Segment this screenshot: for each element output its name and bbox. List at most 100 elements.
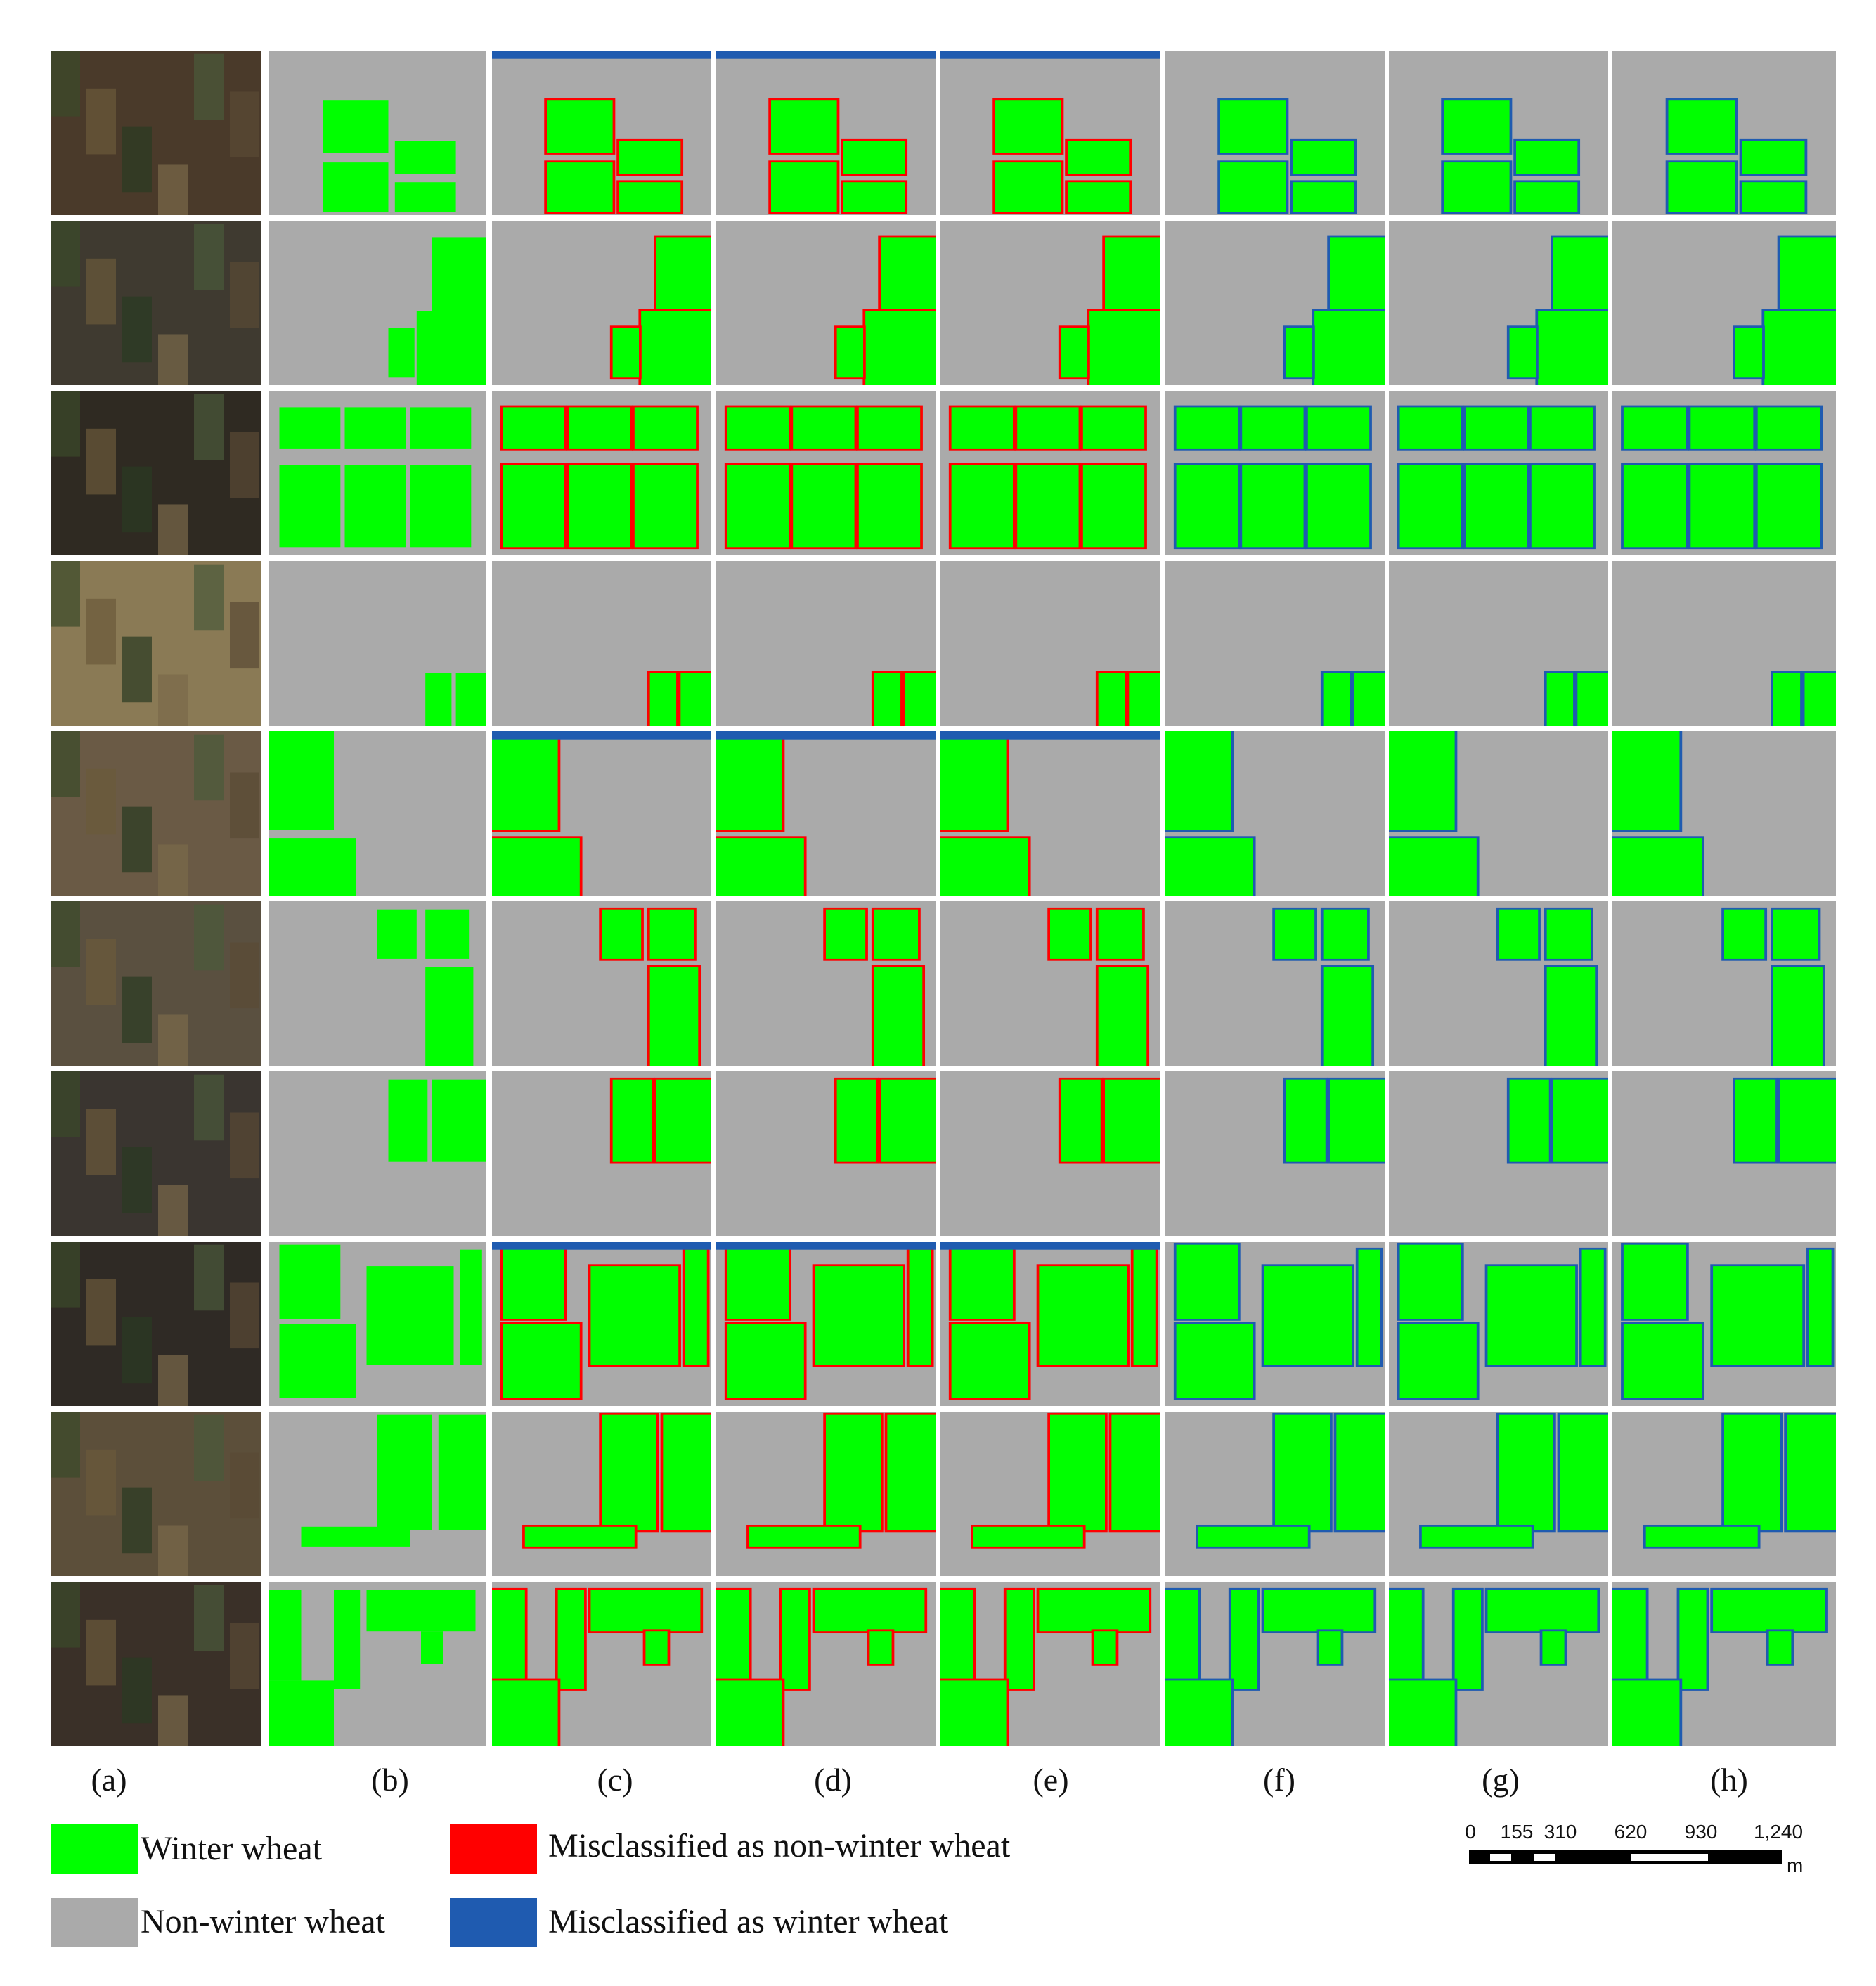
classification-map-panel bbox=[1165, 1242, 1385, 1406]
legend-label-winter-wheat: Winter wheat bbox=[141, 1830, 322, 1867]
classification-map-panel bbox=[1612, 391, 1836, 555]
classification-map-panel bbox=[269, 731, 486, 896]
column-label-e: (e) bbox=[1033, 1762, 1069, 1798]
classification-map-panel bbox=[1165, 901, 1385, 1066]
classification-map-panel bbox=[1389, 1412, 1608, 1576]
classification-map-panel bbox=[269, 1582, 486, 1746]
legend-label-non-winter-wheat: Non-winter wheat bbox=[141, 1903, 385, 1940]
classification-map-panel bbox=[716, 391, 936, 555]
classification-map-panel bbox=[1612, 1071, 1836, 1236]
scale-tick-1240: 1,240 bbox=[1753, 1821, 1804, 1843]
classification-map-panel bbox=[1612, 561, 1836, 726]
legend-label-misclassified-winter: Misclassified as winter wheat bbox=[548, 1903, 949, 1940]
classification-map-panel bbox=[1612, 51, 1836, 215]
classification-map-panel bbox=[716, 1582, 936, 1746]
classification-map-panel bbox=[1389, 1071, 1608, 1236]
classification-map-panel bbox=[269, 1412, 486, 1576]
scale-tick-0: 0 bbox=[1465, 1821, 1476, 1843]
legend-swatch-non-winter-wheat bbox=[51, 1898, 138, 1947]
classification-map-panel bbox=[1389, 221, 1608, 385]
legend-swatch-misclassified-winter bbox=[450, 1898, 537, 1947]
figure-grid bbox=[51, 51, 1836, 1752]
satellite-image-panel bbox=[51, 1242, 261, 1406]
classification-map-panel bbox=[1612, 1242, 1836, 1406]
classification-map-panel bbox=[1165, 1412, 1385, 1576]
classification-map-panel bbox=[940, 561, 1160, 726]
classification-map-panel bbox=[1165, 561, 1385, 726]
classification-map-panel bbox=[269, 51, 486, 215]
classification-map-panel bbox=[940, 1412, 1160, 1576]
column-label-g: (g) bbox=[1482, 1762, 1520, 1798]
classification-map-panel bbox=[940, 1071, 1160, 1236]
satellite-image-panel bbox=[51, 731, 261, 896]
classification-map-panel bbox=[1389, 391, 1608, 555]
legend-swatch-winter-wheat bbox=[51, 1824, 138, 1874]
classification-map-panel bbox=[1165, 731, 1385, 896]
classification-map-panel bbox=[1612, 1412, 1836, 1576]
satellite-image-panel bbox=[51, 221, 261, 385]
column-label-f: (f) bbox=[1263, 1762, 1295, 1798]
column-label-d: (d) bbox=[814, 1762, 852, 1798]
classification-map-panel bbox=[269, 561, 486, 726]
scale-tick-620: 620 bbox=[1614, 1821, 1648, 1843]
classification-map-panel bbox=[1612, 1582, 1836, 1746]
scale-bar: 0 155 310 620 930 1,240 m bbox=[1462, 1821, 1856, 1891]
satellite-image-panel bbox=[51, 901, 261, 1066]
classification-map-panel bbox=[492, 1071, 711, 1236]
classification-map-panel bbox=[940, 901, 1160, 1066]
classification-map-panel bbox=[492, 221, 711, 385]
classification-map-panel bbox=[716, 1412, 936, 1576]
classification-map-panel bbox=[1165, 221, 1385, 385]
classification-map-panel bbox=[716, 901, 936, 1066]
satellite-image-panel bbox=[51, 1071, 261, 1236]
classification-map-panel bbox=[269, 1071, 486, 1236]
scale-tick-310: 310 bbox=[1544, 1821, 1577, 1843]
classification-map-panel bbox=[492, 391, 711, 555]
classification-map-panel bbox=[940, 1582, 1160, 1746]
classification-map-panel bbox=[492, 561, 711, 726]
classification-map-panel bbox=[1612, 221, 1836, 385]
classification-map-panel bbox=[716, 561, 936, 726]
classification-map-panel bbox=[716, 1242, 936, 1406]
classification-map-panel bbox=[940, 1242, 1160, 1406]
classification-map-panel bbox=[1165, 1071, 1385, 1236]
classification-map-panel bbox=[1389, 561, 1608, 726]
classification-map-panel bbox=[1165, 1582, 1385, 1746]
classification-map-panel bbox=[1389, 1242, 1608, 1406]
column-label-h: (h) bbox=[1710, 1762, 1748, 1798]
classification-map-panel bbox=[940, 51, 1160, 215]
classification-map-panel bbox=[940, 391, 1160, 555]
satellite-image-panel bbox=[51, 1582, 261, 1746]
classification-map-panel bbox=[1612, 901, 1836, 1066]
classification-map-panel bbox=[716, 731, 936, 896]
classification-map-panel bbox=[1165, 391, 1385, 555]
classification-map-panel bbox=[716, 221, 936, 385]
classification-map-panel bbox=[492, 1242, 711, 1406]
classification-map-panel bbox=[269, 901, 486, 1066]
satellite-image-panel bbox=[51, 51, 261, 215]
classification-map-panel bbox=[1165, 51, 1385, 215]
classification-map-panel bbox=[269, 221, 486, 385]
classification-map-panel bbox=[1389, 1582, 1608, 1746]
satellite-image-panel bbox=[51, 391, 261, 555]
classification-map-panel bbox=[269, 1242, 486, 1406]
classification-map-panel bbox=[716, 51, 936, 215]
classification-map-panel bbox=[1612, 731, 1836, 896]
classification-map-panel bbox=[492, 1582, 711, 1746]
classification-map-panel bbox=[1389, 731, 1608, 896]
classification-map-panel bbox=[1389, 901, 1608, 1066]
classification-map-panel bbox=[940, 221, 1160, 385]
classification-map-panel bbox=[1389, 51, 1608, 215]
legend-label-misclassified-non-winter: Misclassified as non-winter wheat bbox=[548, 1827, 1011, 1864]
classification-map-panel bbox=[492, 1412, 711, 1576]
classification-map-panel bbox=[716, 1071, 936, 1236]
satellite-image-panel bbox=[51, 561, 261, 726]
scale-unit: m bbox=[1787, 1855, 1804, 1876]
scale-bar-graphic bbox=[1469, 1850, 1782, 1864]
classification-map-panel bbox=[492, 901, 711, 1066]
column-label-b: (b) bbox=[371, 1762, 409, 1798]
classification-map-panel bbox=[492, 51, 711, 215]
column-label-a: (a) bbox=[91, 1762, 127, 1798]
classification-map-panel bbox=[269, 391, 486, 555]
satellite-image-panel bbox=[51, 1412, 261, 1576]
